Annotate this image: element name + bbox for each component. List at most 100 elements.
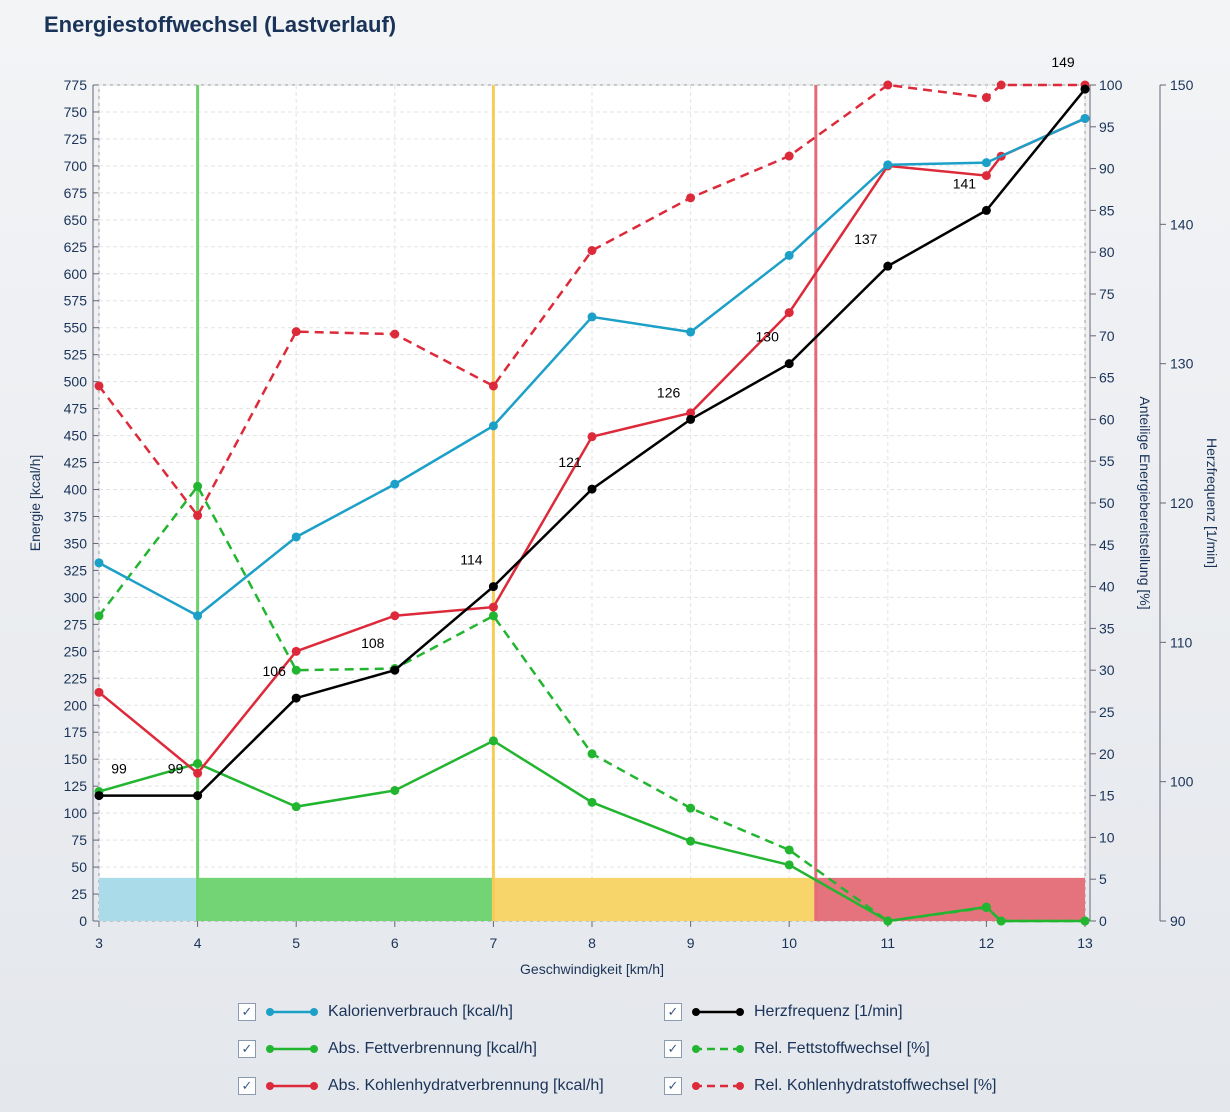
legend-checkbox[interactable]: ✓ <box>238 1040 256 1058</box>
y2-tick-label: 75 <box>1099 286 1115 302</box>
legend-checkbox[interactable]: ✓ <box>238 1077 256 1095</box>
y2-tick-label: 80 <box>1099 244 1115 260</box>
data-point <box>587 312 597 322</box>
legend-checkbox[interactable]: ✓ <box>664 1077 682 1095</box>
y-tick-label: 750 <box>64 104 88 120</box>
y2-tick-label: 40 <box>1099 579 1115 595</box>
y2-tick-label: 35 <box>1099 620 1115 636</box>
y-tick-label: 75 <box>71 832 87 848</box>
data-label: 99 <box>111 761 127 777</box>
data-point <box>291 693 301 703</box>
legend-swatch-icon <box>692 1045 744 1053</box>
data-point <box>686 414 696 424</box>
legend-item[interactable]: ✓ Abs. Fettverbrennung [kcal/h] <box>238 1038 537 1060</box>
data-point <box>390 611 400 621</box>
data-point <box>488 421 498 431</box>
data-point <box>686 327 696 337</box>
y2-tick-label: 65 <box>1099 370 1115 386</box>
data-point <box>784 250 794 260</box>
data-point <box>390 665 400 675</box>
data-point <box>291 802 301 812</box>
data-point <box>94 381 104 391</box>
x-tick-label: 9 <box>687 935 695 951</box>
data-point <box>291 327 301 337</box>
y-tick-label: 775 <box>64 77 88 93</box>
data-point <box>981 902 991 912</box>
y2-tick-label: 25 <box>1099 704 1115 720</box>
y-tick-label: 600 <box>64 266 88 282</box>
data-point <box>390 329 400 339</box>
data-point <box>291 646 301 656</box>
y-tick-label: 400 <box>64 482 88 498</box>
y2-tick-label: 30 <box>1099 662 1115 678</box>
zone-band <box>815 877 1085 921</box>
y-tick-label: 25 <box>71 886 87 902</box>
y2-tick-label: 50 <box>1099 495 1115 511</box>
data-point <box>883 160 893 170</box>
x-tick-label: 3 <box>95 935 103 951</box>
y3-tick-label: 150 <box>1170 77 1194 93</box>
data-point <box>193 791 203 801</box>
y3-tick-label: 90 <box>1170 913 1186 929</box>
data-point <box>587 797 597 807</box>
y-tick-label: 225 <box>64 670 88 686</box>
x-tick-label: 11 <box>881 935 896 951</box>
data-point <box>587 484 597 494</box>
data-point <box>883 261 893 271</box>
data-point <box>784 845 794 855</box>
legend-item[interactable]: ✓ Rel. Kohlenhydratstoffwechsel [%] <box>664 1075 997 1097</box>
data-label: 108 <box>361 635 385 651</box>
data-point <box>587 749 597 759</box>
legend-swatch-icon <box>692 1008 744 1016</box>
data-point <box>193 481 203 491</box>
y-tick-label: 450 <box>64 428 88 444</box>
legend-swatch-icon <box>692 1082 744 1090</box>
legend-checkbox[interactable]: ✓ <box>238 1003 256 1021</box>
data-point <box>488 582 498 592</box>
data-point <box>883 80 893 90</box>
y-tick-label: 575 <box>64 293 88 309</box>
legend-swatch-icon <box>266 1045 318 1053</box>
y3-tick-label: 130 <box>1170 356 1194 372</box>
data-label: 106 <box>263 663 287 679</box>
y2-tick-label: 5 <box>1099 871 1107 887</box>
y-tick-label: 0 <box>79 913 87 929</box>
data-point <box>94 791 104 801</box>
data-label: 126 <box>657 384 681 400</box>
x-tick-label: 13 <box>1077 935 1093 951</box>
data-point <box>981 171 991 181</box>
y2-tick-label: 90 <box>1099 161 1115 177</box>
legend-checkbox[interactable]: ✓ <box>664 1040 682 1058</box>
y2-tick-label: 100 <box>1099 77 1123 93</box>
legend-swatch-icon <box>266 1082 318 1090</box>
legend-item[interactable]: ✓ Abs. Kohlenhydratverbrennung [kcal/h] <box>238 1075 604 1097</box>
data-point <box>981 93 991 103</box>
y-tick-label: 500 <box>64 374 88 390</box>
data-point <box>1080 84 1090 94</box>
y-tick-label: 625 <box>64 239 88 255</box>
y3-tick-label: 110 <box>1170 634 1193 650</box>
data-point <box>488 611 498 621</box>
data-point <box>981 205 991 215</box>
x-tick-label: 7 <box>490 935 498 951</box>
data-point <box>94 558 104 568</box>
y-tick-label: 150 <box>64 751 88 767</box>
y-tick-label: 50 <box>71 859 87 875</box>
legend-label: Abs. Fettverbrennung [kcal/h] <box>328 1040 537 1057</box>
data-point <box>291 532 301 542</box>
y3-tick-label: 140 <box>1170 216 1194 232</box>
y2-tick-label: 60 <box>1099 411 1115 427</box>
x-tick-label: 10 <box>781 935 797 951</box>
legend-item[interactable]: ✓ Kalorienverbrauch [kcal/h] <box>238 1001 513 1023</box>
y2-tick-label: 0 <box>1099 913 1107 929</box>
legend-checkbox[interactable]: ✓ <box>664 1003 682 1021</box>
y-tick-label: 475 <box>64 401 88 417</box>
data-point <box>193 768 203 778</box>
legend-item[interactable]: ✓ Rel. Fettstoffwechsel [%] <box>664 1038 930 1060</box>
legend-item[interactable]: ✓ Herzfrequenz [1/min] <box>664 1001 903 1023</box>
y3-tick-label: 100 <box>1170 774 1194 790</box>
y2-tick-label: 10 <box>1099 829 1115 845</box>
data-point <box>94 611 104 621</box>
data-point <box>883 916 893 926</box>
y-tick-label: 525 <box>64 347 88 363</box>
